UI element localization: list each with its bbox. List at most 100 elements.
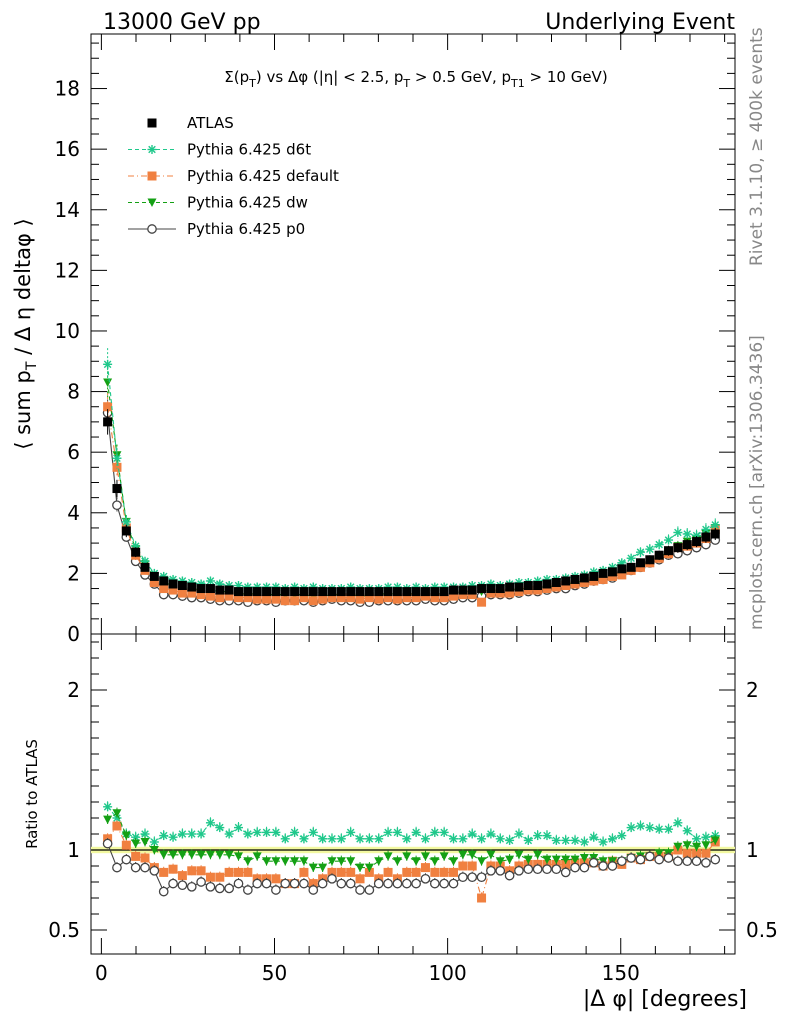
ratio-y-tick-label-right: 0.5 <box>746 918 778 942</box>
data-point <box>280 596 290 606</box>
data-point <box>280 857 290 866</box>
legend-label: Pythia 6.425 dw <box>187 194 308 212</box>
data-point <box>589 571 599 581</box>
data-point <box>196 590 206 600</box>
data-point <box>523 581 533 591</box>
data-point <box>280 834 290 844</box>
data-point <box>654 849 664 858</box>
data-point <box>514 850 524 860</box>
data-point <box>233 878 244 889</box>
data-point <box>692 834 702 844</box>
data-point <box>364 593 374 603</box>
data-point <box>346 857 356 866</box>
data-point <box>103 417 113 427</box>
data-point <box>271 885 281 895</box>
data-point <box>383 852 393 861</box>
data-point <box>411 587 421 597</box>
series-p0 <box>102 399 721 608</box>
data-point <box>187 850 197 860</box>
data-point <box>617 564 627 574</box>
data-point <box>542 864 552 875</box>
data-point <box>346 593 356 603</box>
data-point <box>299 867 309 877</box>
data-point <box>262 827 272 837</box>
data-point <box>598 568 608 578</box>
data-point <box>505 835 515 845</box>
data-point <box>495 865 506 876</box>
data-point <box>504 870 515 881</box>
legend-label: Pythia 6.425 default <box>187 167 339 185</box>
data-point <box>317 878 328 889</box>
data-point <box>159 576 169 586</box>
data-point <box>486 829 496 839</box>
y-tick-label: 10 <box>55 319 80 343</box>
data-point <box>664 824 674 834</box>
data-point <box>177 871 187 881</box>
data-point <box>420 587 430 597</box>
data-point <box>205 818 215 828</box>
data-point <box>673 842 683 852</box>
legend-marker <box>147 224 157 234</box>
data-point <box>346 867 356 877</box>
data-point <box>299 593 309 603</box>
ratio-y-axis-title: Ratio to ATLAS <box>23 739 41 849</box>
data-point <box>159 867 169 877</box>
data-point <box>561 859 571 869</box>
y-tick-label: 18 <box>55 77 80 101</box>
data-point <box>570 579 580 589</box>
data-point <box>420 863 430 873</box>
data-point <box>598 574 608 584</box>
data-point <box>458 590 468 600</box>
data-point <box>112 462 122 472</box>
data-point <box>261 878 272 889</box>
data-point <box>318 587 328 597</box>
data-point <box>439 587 449 597</box>
data-point <box>383 593 393 603</box>
data-point <box>308 863 318 873</box>
data-point <box>345 878 356 889</box>
data-point <box>673 818 683 828</box>
data-point <box>131 851 141 861</box>
data-point <box>299 834 309 844</box>
data-point <box>336 878 347 889</box>
data-point <box>196 829 206 839</box>
data-point <box>449 857 459 866</box>
data-point <box>383 867 393 877</box>
data-point <box>224 883 234 894</box>
data-point <box>158 886 169 897</box>
data-point <box>420 852 430 861</box>
data-point <box>159 850 169 860</box>
data-point <box>439 867 449 877</box>
data-point <box>159 831 169 841</box>
x-tick-label: 50 <box>262 961 287 985</box>
data-point <box>318 863 328 873</box>
data-point <box>701 857 711 868</box>
data-point <box>560 867 571 878</box>
data-point <box>271 874 281 884</box>
data-point <box>617 831 627 841</box>
y-tick-label: 4 <box>67 501 80 525</box>
data-point <box>505 855 515 865</box>
data-point <box>336 587 346 597</box>
data-point <box>196 850 206 860</box>
ratio-series-d6t <box>103 801 720 848</box>
data-point <box>654 824 664 834</box>
data-point <box>542 584 552 594</box>
data-point <box>533 850 543 860</box>
data-point <box>112 809 122 818</box>
data-point <box>327 857 337 866</box>
data-point <box>533 581 543 591</box>
data-point <box>505 588 515 598</box>
data-point <box>486 850 496 860</box>
data-point <box>561 581 571 591</box>
data-point <box>290 827 300 837</box>
data-point <box>168 832 178 842</box>
data-point <box>607 861 618 871</box>
data-point <box>383 878 393 889</box>
data-point <box>514 587 524 597</box>
series-default <box>103 393 720 607</box>
data-point <box>242 885 253 895</box>
data-point <box>589 832 599 842</box>
data-point <box>205 576 215 586</box>
data-point <box>467 829 477 839</box>
